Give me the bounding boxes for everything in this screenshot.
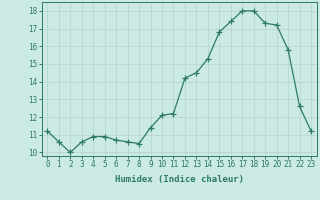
X-axis label: Humidex (Indice chaleur): Humidex (Indice chaleur) xyxy=(115,175,244,184)
